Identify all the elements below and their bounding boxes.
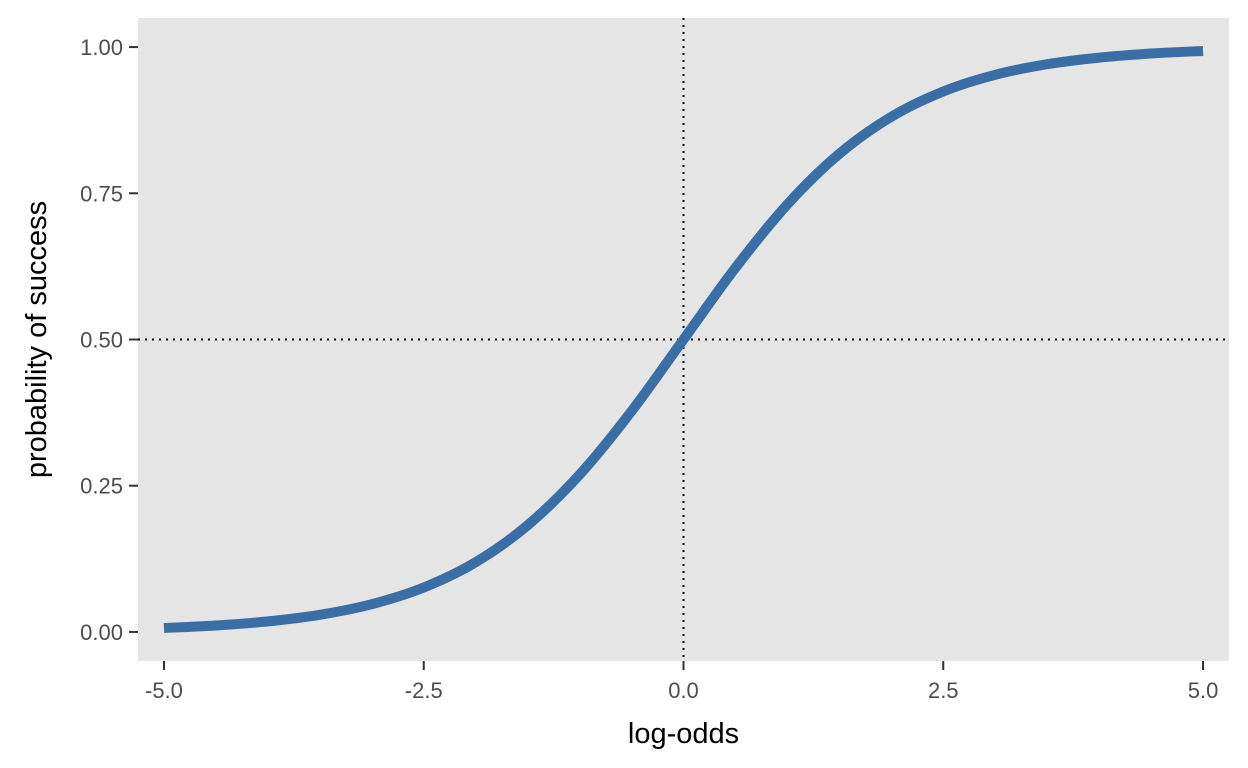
x-tick-label: -2.5 bbox=[405, 678, 443, 703]
series-layer bbox=[163, 45, 1204, 634]
x-tick-label: 0.0 bbox=[668, 678, 699, 703]
y-tick-label: 0.50 bbox=[80, 328, 123, 353]
y-tick-label: 0.75 bbox=[80, 181, 123, 206]
y-axis-title: probability of success bbox=[21, 201, 53, 478]
y-tick-label: 0.25 bbox=[80, 474, 123, 499]
x-tick-label: 2.5 bbox=[928, 678, 959, 703]
series-line-0 bbox=[163, 45, 1204, 634]
x-tick-label: -5.0 bbox=[145, 678, 183, 703]
x-tick-label: 5.0 bbox=[1188, 678, 1219, 703]
y-tick-label: 1.00 bbox=[80, 35, 123, 60]
y-axis: 0.00 0.25 0.50 0.75 1.00 bbox=[80, 35, 138, 645]
y-tick-label: 0.00 bbox=[80, 620, 123, 645]
x-axis: -5.0 -2.5 0.0 2.5 5.0 bbox=[145, 661, 1218, 703]
x-axis-title: log-odds bbox=[628, 718, 739, 750]
